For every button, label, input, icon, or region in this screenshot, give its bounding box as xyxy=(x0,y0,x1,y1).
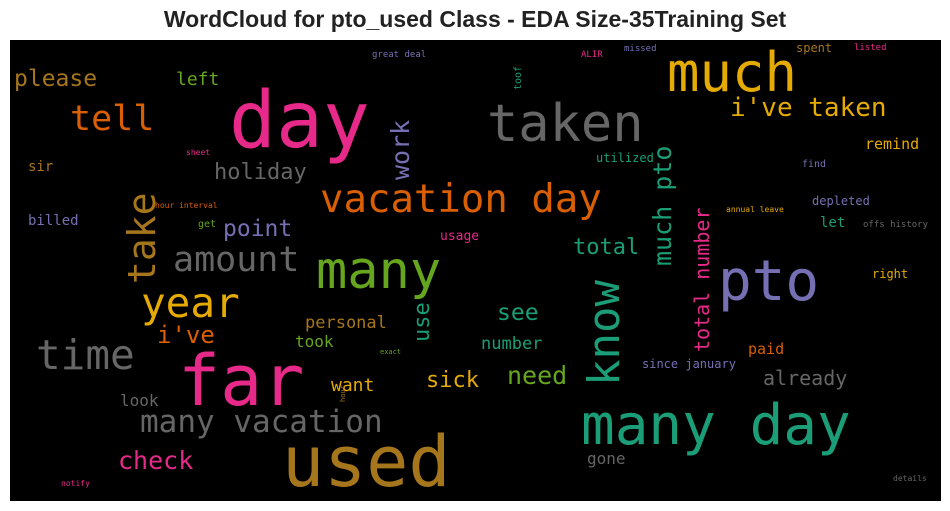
word-see: see xyxy=(497,300,539,326)
word-missed: missed xyxy=(624,44,657,54)
word-notify: notify xyxy=(61,479,90,488)
word-please: please xyxy=(14,66,98,92)
word-many: many xyxy=(316,241,442,301)
word-find: find xyxy=(802,159,827,170)
word-right: right xyxy=(872,267,909,281)
word-utilized: utilized xyxy=(596,151,654,165)
word-work: work xyxy=(386,119,415,180)
word-know: know xyxy=(579,280,630,386)
word-great-deal: great deal xyxy=(372,50,427,60)
word-day: day xyxy=(229,76,370,166)
word-pto: pto xyxy=(718,249,820,314)
word-vacation-day: vacation day xyxy=(320,177,602,222)
word-offs-history: offs history xyxy=(863,220,929,230)
word-listed: listed xyxy=(854,43,887,53)
word-sheet: sheet xyxy=(186,148,211,157)
word-exact: exact xyxy=(380,348,402,356)
word-year: year xyxy=(141,279,240,327)
word-alir: ALIR xyxy=(581,50,603,60)
word-holiday: holiday xyxy=(214,160,307,185)
word-hour: hour xyxy=(339,385,347,402)
word-total-number: total number xyxy=(690,207,714,353)
word-check: check xyxy=(118,446,194,475)
word-spent: spent xyxy=(796,41,833,55)
word-time: time xyxy=(36,331,135,379)
word-hour-interval: hour interval xyxy=(155,201,218,210)
word-took: took xyxy=(295,332,334,351)
word-tell: tell xyxy=(70,99,155,139)
word-remind: remind xyxy=(865,135,920,153)
word-need: need xyxy=(507,361,568,390)
word-used: used xyxy=(282,421,451,501)
word-toof: toof xyxy=(513,65,524,90)
word-sir: sir xyxy=(28,159,54,175)
word-since-january: since january xyxy=(642,357,736,371)
word-many-day: many day xyxy=(581,393,851,458)
word-amount: amount xyxy=(173,240,300,280)
word-number: number xyxy=(481,334,543,354)
word-much: much xyxy=(667,41,798,104)
word-far: far xyxy=(178,340,305,422)
word-ive-taken: i've taken xyxy=(730,93,887,123)
word-depleted: depleted xyxy=(812,194,870,208)
word-sick: sick xyxy=(426,368,479,393)
word-point: point xyxy=(223,216,293,242)
word-paid: paid xyxy=(748,340,785,358)
word-details: details xyxy=(893,474,927,483)
word-already: already xyxy=(763,366,848,390)
word-gone: gone xyxy=(587,449,626,468)
word-want: want xyxy=(331,375,375,396)
word-ive: i've xyxy=(157,321,215,349)
word-personal: personal xyxy=(305,313,387,333)
word-look: look xyxy=(120,391,159,410)
word-taken: taken xyxy=(487,94,644,154)
chart-title: WordCloud for pto_used Class - EDA Size-… xyxy=(163,6,787,32)
word-use: use xyxy=(410,302,435,342)
word-cloud: day taken much pto far used many day man… xyxy=(10,40,941,501)
word-let: let xyxy=(820,215,846,231)
word-many-vacation: many vacation xyxy=(140,404,383,440)
word-annual-leave: annual leave xyxy=(726,205,784,214)
word-total: total xyxy=(573,235,640,260)
word-get: get xyxy=(198,219,217,230)
word-billed: billed xyxy=(28,213,79,229)
word-usage: usage xyxy=(440,229,480,244)
word-left: left xyxy=(176,69,220,90)
